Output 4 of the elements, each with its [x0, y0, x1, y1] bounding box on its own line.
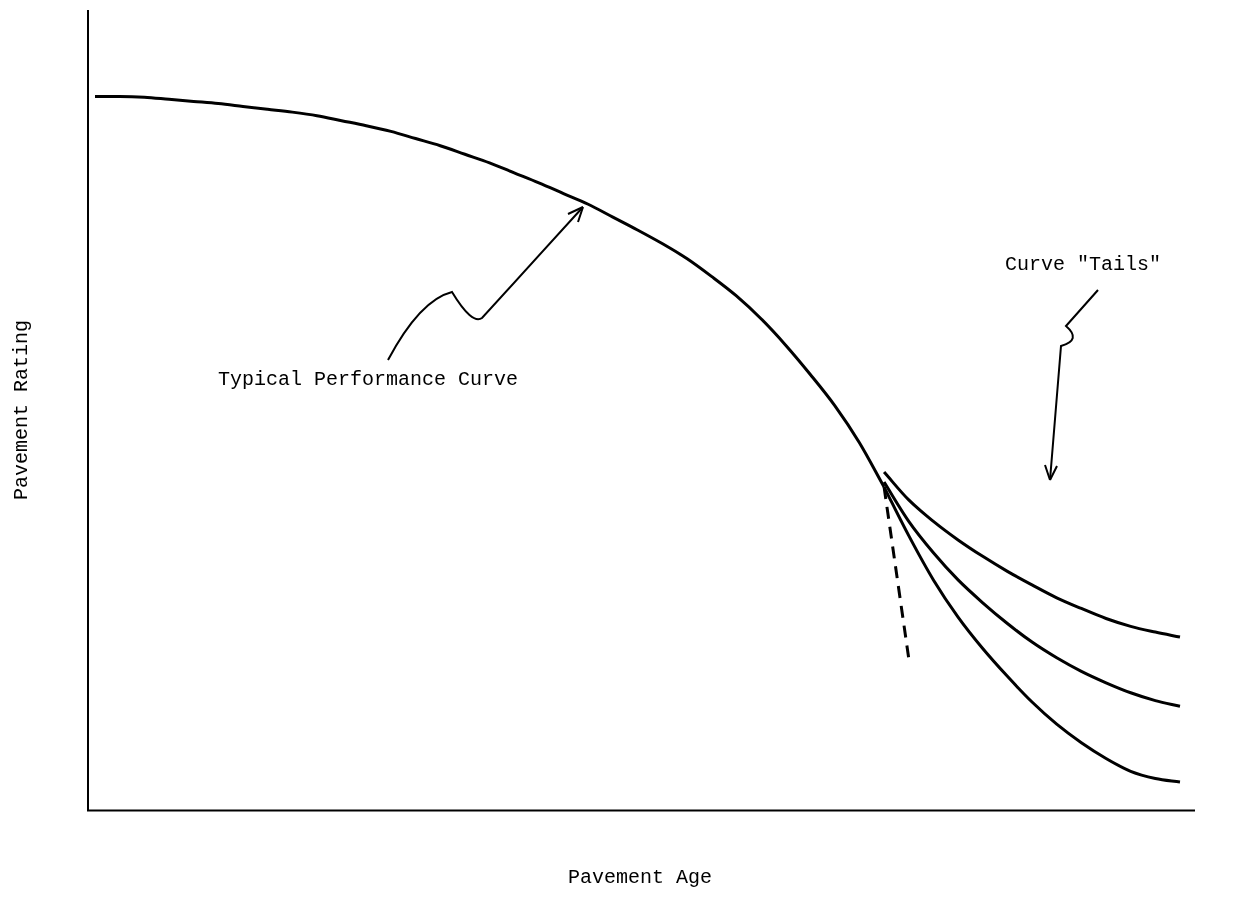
annotation: Typical Performance Curve — [218, 368, 519, 392]
annotation: Curve "Tails" — [1005, 253, 1162, 277]
x-axis-title: Pavement Age — [567, 866, 713, 890]
y-axis-title: Pavement Rating — [10, 319, 34, 501]
